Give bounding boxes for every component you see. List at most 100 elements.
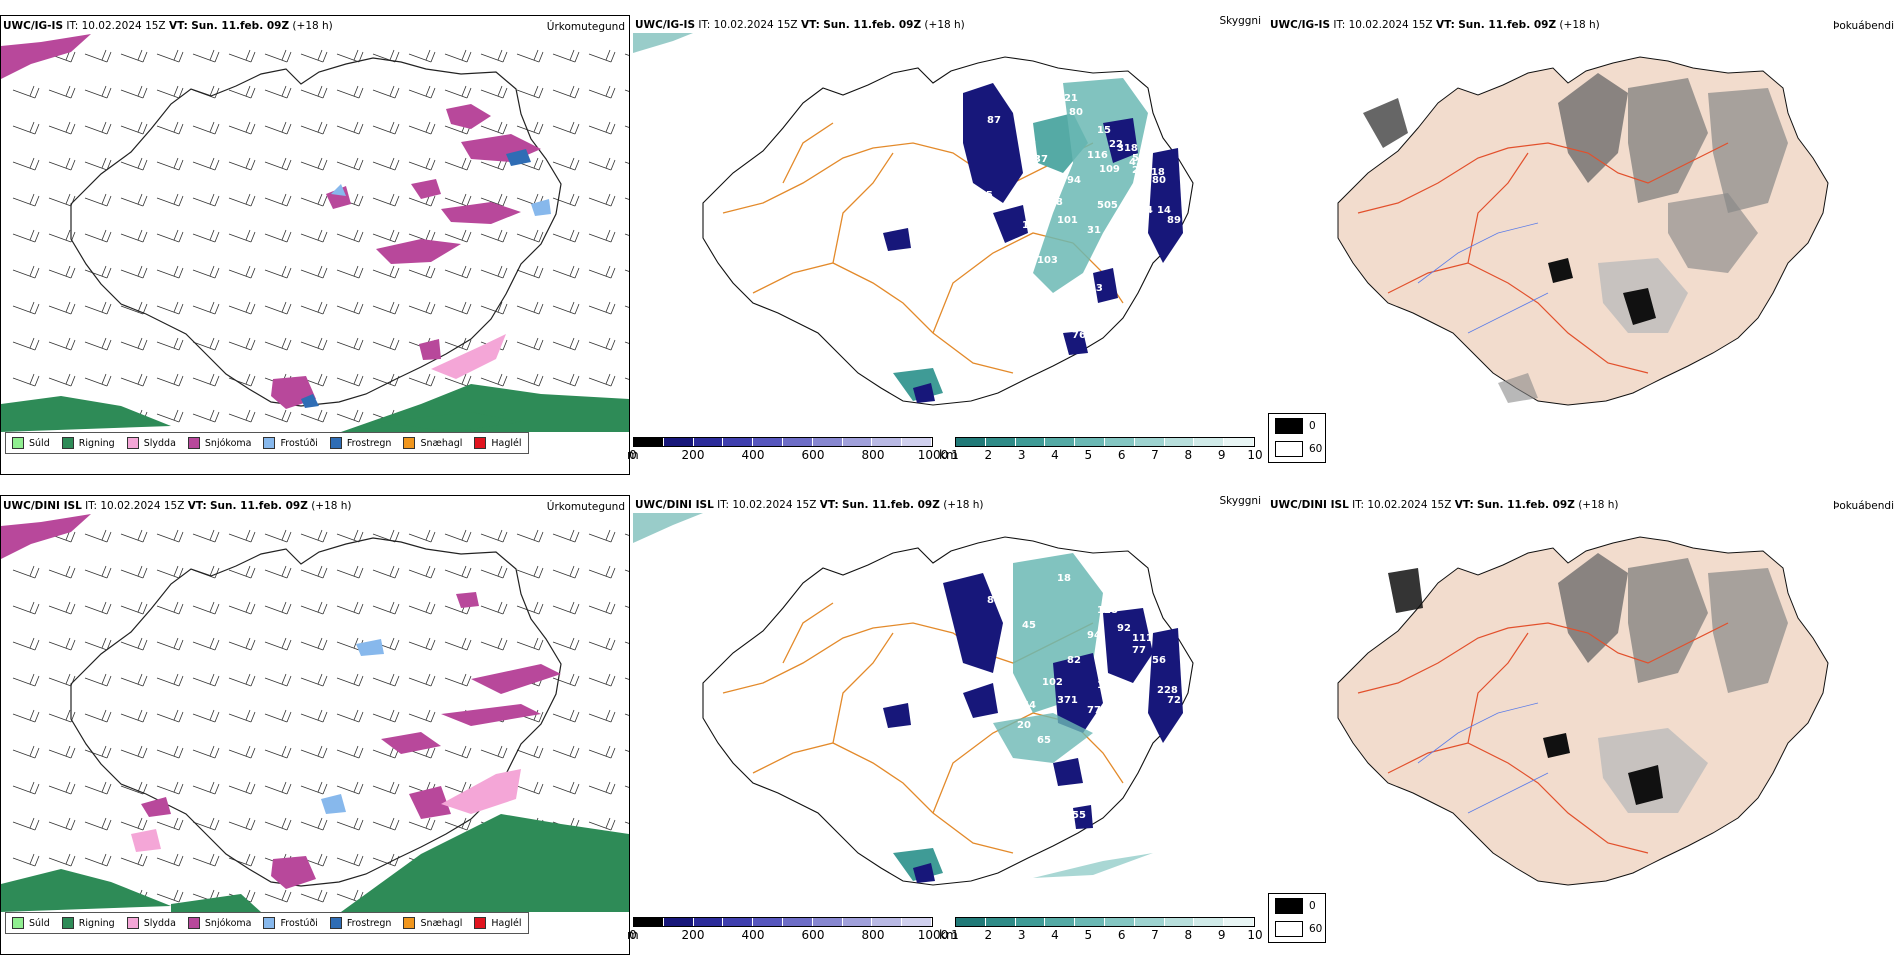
visibility-value-label: 105 bbox=[972, 190, 993, 201]
wind-barb bbox=[228, 781, 256, 795]
wind-barb bbox=[120, 301, 148, 315]
colorbar-step bbox=[663, 918, 694, 926]
visibility-value-label: 72 bbox=[1167, 695, 1181, 706]
visibility-value-label: 138 bbox=[1042, 197, 1063, 208]
wind-barb bbox=[588, 157, 616, 171]
colorbar-step bbox=[1045, 438, 1076, 446]
visibility-value-label: 80 bbox=[1069, 107, 1083, 118]
wind-barb bbox=[84, 601, 112, 615]
colorbar-step bbox=[723, 438, 754, 446]
wind-barb bbox=[12, 229, 40, 243]
wind-barb bbox=[588, 121, 616, 135]
wind-barb bbox=[552, 637, 580, 651]
wind-barb bbox=[264, 745, 292, 759]
wind-barb bbox=[264, 49, 292, 63]
wind-barb bbox=[516, 85, 544, 99]
wind-barb bbox=[300, 157, 328, 171]
precip-cells bbox=[1, 34, 629, 432]
wind-barb bbox=[192, 337, 220, 351]
wind-barb bbox=[552, 157, 580, 171]
visibility-value-label: 92 bbox=[1117, 623, 1131, 634]
wind-barb bbox=[84, 193, 112, 207]
colorbar-step bbox=[902, 918, 932, 926]
colorbar-strip bbox=[955, 917, 1255, 927]
fog-legend-label: 60 bbox=[1309, 443, 1323, 455]
fog-map bbox=[1337, 536, 1829, 886]
model-name: UWC/DINI ISL bbox=[3, 500, 82, 512]
fog-title: Þokuábendi bbox=[1833, 20, 1894, 32]
wind-barb bbox=[516, 529, 544, 543]
wind-barb bbox=[444, 745, 472, 759]
wind-barb bbox=[552, 601, 580, 615]
visibility-value-label: 22 bbox=[1109, 139, 1123, 150]
wind-barb bbox=[516, 301, 544, 315]
legend-label: Slydda bbox=[143, 437, 176, 449]
wind-barb bbox=[624, 377, 629, 380]
visibility-value-label: 116 bbox=[1087, 150, 1108, 161]
wind-barb bbox=[192, 673, 220, 687]
wind-barb bbox=[552, 301, 580, 315]
vt-label: VT: bbox=[800, 19, 820, 31]
wind-barb bbox=[624, 785, 629, 788]
wind-barb bbox=[408, 85, 436, 99]
colorbar-tick-label: 7 bbox=[1151, 448, 1159, 462]
legend-item: Slydda bbox=[126, 437, 176, 449]
legend-label: Frostúði bbox=[280, 437, 318, 449]
wind-barb bbox=[516, 229, 544, 243]
wind-barb bbox=[336, 373, 364, 387]
wind-barb bbox=[156, 193, 184, 207]
visibility-value-label: 318 bbox=[1117, 143, 1138, 154]
wind-barb bbox=[408, 157, 436, 171]
wind-barb bbox=[408, 529, 436, 543]
visibility-value-label: 56 bbox=[1152, 655, 1166, 666]
legend-label: Rigning bbox=[78, 917, 115, 929]
colorbar-tick-label: 4 bbox=[1051, 928, 1059, 942]
colorbar-ticks: 0 200 400 600 800 1000 bbox=[629, 447, 948, 462]
colorbar-tick-label: 10 bbox=[1247, 448, 1263, 462]
wind-barb bbox=[120, 637, 148, 651]
visibility-value-label: 94 bbox=[1067, 175, 1081, 186]
wind-barb bbox=[480, 745, 508, 759]
legend-label: Súld bbox=[29, 917, 50, 929]
wind-barb bbox=[408, 565, 436, 579]
wind-barb bbox=[48, 745, 76, 759]
visibility-value-label: 371 bbox=[1057, 695, 1078, 706]
wind-barb bbox=[336, 673, 364, 687]
it-label: IT: bbox=[66, 20, 79, 32]
wind-barb bbox=[588, 637, 616, 651]
wind-barb bbox=[12, 601, 40, 615]
colorbar-step bbox=[723, 918, 754, 926]
wind-barb bbox=[300, 337, 328, 351]
colorbar-step bbox=[634, 438, 664, 446]
colorbar-step bbox=[1015, 918, 1046, 926]
wind-barb bbox=[336, 409, 364, 423]
wind-barbs bbox=[12, 49, 629, 423]
wind-barb bbox=[120, 853, 148, 867]
visibility-value-label: 207 bbox=[1132, 165, 1153, 176]
wind-barb bbox=[48, 817, 76, 831]
wind-barb bbox=[588, 745, 616, 759]
colorbar-tick-label: 1000 bbox=[917, 448, 949, 462]
visibility-value-label: 45 bbox=[1022, 620, 1036, 631]
legend-item: Súld bbox=[12, 917, 50, 929]
wind-barb bbox=[120, 193, 148, 207]
wind-barb bbox=[228, 265, 256, 279]
wind-barb bbox=[48, 85, 76, 99]
wind-barb bbox=[588, 709, 616, 723]
wind-barb bbox=[588, 565, 616, 579]
wind-barb bbox=[156, 781, 184, 795]
colorbar-tick-label: 800 bbox=[861, 448, 885, 462]
wind-barb bbox=[84, 265, 112, 279]
it-value: 10.02.2024 15Z bbox=[1367, 499, 1452, 511]
wind-barb bbox=[588, 229, 616, 243]
wind-barb bbox=[336, 49, 364, 63]
wind-barb bbox=[228, 301, 256, 315]
wind-barb bbox=[336, 301, 364, 315]
vt-label: VT: bbox=[1435, 19, 1455, 31]
wind-barb bbox=[192, 409, 220, 423]
colorbar-tick-label: 400 bbox=[741, 928, 765, 942]
fog-panel-bottom: UWC/DINI ISL IT: 10.02.2024 15Z VT: Sun.… bbox=[1268, 495, 1900, 955]
visibility-fields bbox=[883, 78, 1183, 403]
colorbar-tick-label: 9 bbox=[1217, 448, 1226, 462]
wind-barb bbox=[480, 601, 508, 615]
